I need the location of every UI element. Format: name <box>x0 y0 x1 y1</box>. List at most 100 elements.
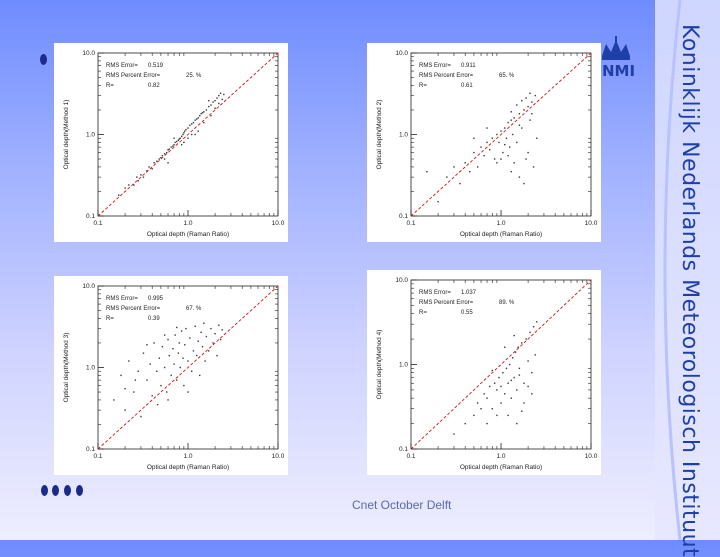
data-point <box>536 137 538 139</box>
bullet-top <box>40 54 47 65</box>
chart-panel-2: 0.1 1.0 10.0 0.1 1.0 10.0 Optical depth (Raman… <box>367 43 601 242</box>
stat-value: 25. % <box>186 73 202 79</box>
data-point <box>128 184 130 186</box>
data-point <box>192 121 195 124</box>
data-point <box>464 162 466 164</box>
data-point <box>502 371 504 374</box>
data-point <box>517 346 519 348</box>
data-point <box>156 370 158 372</box>
data-point <box>201 345 204 348</box>
data-point <box>203 322 205 324</box>
bullet-bottom-2 <box>52 485 59 496</box>
data-point <box>205 335 208 338</box>
data-point <box>500 130 502 132</box>
x-tick-label: 1.0 <box>183 453 192 460</box>
data-point <box>178 138 180 140</box>
data-point <box>201 112 204 114</box>
data-point <box>486 422 488 425</box>
data-point <box>504 346 506 348</box>
x-axis-label: Optical depth (Raman Ratio) <box>147 231 229 238</box>
data-point <box>212 342 214 344</box>
data-point <box>184 130 186 132</box>
y-axis-label: Optical depth(Method 4) <box>376 330 383 400</box>
y-tick-label: 10.0 <box>82 283 95 290</box>
x-tick-label: 1.0 <box>496 220 505 227</box>
data-point <box>203 121 205 124</box>
data-point <box>187 360 189 362</box>
data-point <box>437 200 439 203</box>
data-point <box>464 422 466 425</box>
data-point <box>516 104 518 106</box>
stat-label: R= <box>106 83 114 89</box>
institute-name: Koninklijk Nederlands Meteorologisch Ins… <box>677 24 702 557</box>
x-axis-label: Optical depth (Raman Ratio) <box>147 464 229 471</box>
stat-value: 65. % <box>499 73 515 79</box>
data-point <box>180 135 183 138</box>
data-point <box>504 127 506 129</box>
data-point <box>509 146 511 148</box>
data-point <box>136 176 138 178</box>
data-point <box>124 387 126 390</box>
data-point <box>426 170 428 173</box>
data-point <box>191 370 193 372</box>
stat-label: RMS Error= <box>419 290 451 296</box>
data-point <box>510 397 512 399</box>
chart-4: 0.1 1.0 10.0 0.1 1.0 10.0 Optical depth (Raman… <box>376 277 598 471</box>
data-point <box>527 360 529 362</box>
data-point <box>178 342 180 344</box>
data-point <box>512 357 514 359</box>
data-point <box>500 402 502 404</box>
data-point <box>500 158 502 160</box>
reference-line <box>97 52 279 217</box>
data-point <box>146 379 148 381</box>
chart-panel-4: 0.1 1.0 10.0 0.1 1.0 10.0 Optical depth (Raman… <box>367 270 601 475</box>
data-point <box>170 374 172 377</box>
data-point <box>151 168 153 170</box>
stat-value: 0.82 <box>148 83 160 89</box>
data-point <box>498 376 500 379</box>
y-tick-label: 10.0 <box>82 50 95 57</box>
data-point <box>518 124 521 126</box>
stat-label: RMS Error= <box>419 63 451 69</box>
data-point <box>153 342 155 344</box>
data-point <box>168 148 171 150</box>
stat-value: 1.037 <box>461 290 477 296</box>
data-point <box>184 344 186 346</box>
data-point <box>176 140 178 143</box>
data-point <box>505 367 508 370</box>
data-point <box>521 410 523 412</box>
chart-2: 0.1 1.0 10.0 0.1 1.0 10.0 Optical depth (Raman… <box>376 50 598 238</box>
data-point <box>167 338 169 341</box>
data-point <box>172 348 174 350</box>
stat-label: RMS Error= <box>106 296 138 302</box>
stat-label: RMS Percent Error= <box>106 73 161 79</box>
data-point <box>173 137 175 139</box>
stat-value: 0.911 <box>461 63 476 69</box>
stat-label: R= <box>419 310 427 316</box>
data-point <box>216 354 218 357</box>
data-point <box>513 117 515 119</box>
stat-value: 0.55 <box>461 310 473 316</box>
data-point <box>214 107 216 109</box>
data-point <box>500 385 502 388</box>
data-point <box>525 158 527 160</box>
stat-value: 0.995 <box>148 296 164 302</box>
data-point <box>473 151 475 154</box>
data-point <box>148 166 150 168</box>
data-point <box>214 99 216 102</box>
data-point <box>473 137 475 139</box>
data-point <box>210 115 212 117</box>
x-tick-label: 1.0 <box>183 220 192 227</box>
x-tick-label: 10.0 <box>585 453 598 460</box>
data-point <box>510 111 512 113</box>
data-point <box>118 194 120 196</box>
data-point <box>523 182 525 185</box>
data-point <box>166 151 168 154</box>
data-point <box>128 360 130 362</box>
stat-label: RMS Error= <box>106 63 138 69</box>
data-point <box>453 166 455 168</box>
data-point <box>493 382 496 384</box>
x-tick-label: 10.0 <box>272 453 285 460</box>
data-point <box>189 337 191 339</box>
data-point <box>182 357 184 359</box>
